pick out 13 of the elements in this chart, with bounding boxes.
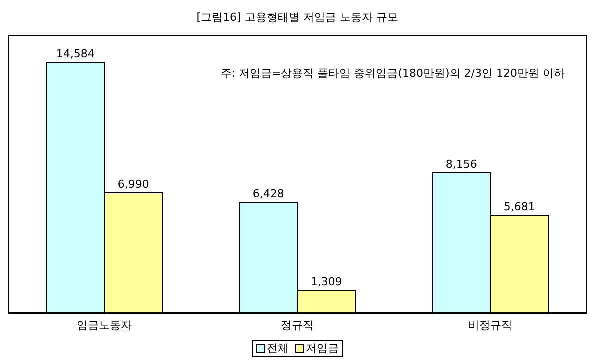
x-tick-label: 임금노동자: [77, 318, 132, 332]
data-label: 8,156: [446, 158, 478, 171]
data-label: 6,990: [118, 178, 150, 191]
data-label: 6,428: [252, 188, 284, 201]
x-tick-label: 비정규직: [468, 318, 512, 332]
data-label: 5,681: [504, 200, 536, 214]
legend-label: 전체: [266, 341, 289, 356]
data-label: 1,309: [310, 276, 342, 289]
legend-label: 저임금: [305, 341, 339, 356]
data-label: 14,584: [56, 48, 95, 61]
annotation: 주: 저임금=상용직 풀타임 중위임금(180만원)의 2/3인 120만원 이하: [220, 66, 565, 81]
chart-title: [그림16] 고용형태별 저임금 노동자 규모: [196, 10, 400, 25]
x-tick-label: 정규직: [281, 318, 314, 332]
